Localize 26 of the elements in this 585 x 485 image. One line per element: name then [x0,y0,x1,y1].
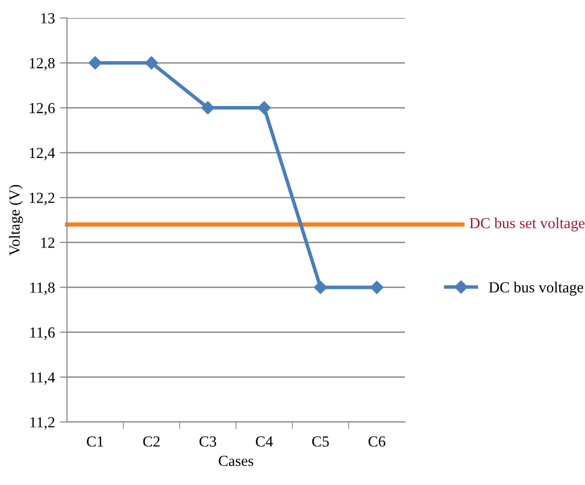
point [258,101,271,114]
y-tick-label: 12,8 [30,58,55,71]
x-tick-label: C3 [200,436,216,447]
y-tick-label: 11,8 [30,282,55,295]
point [88,56,102,70]
y-axis-title: Voltage (V) [9,184,23,256]
point [201,101,214,114]
legend-label: DC bus voltage [489,282,584,296]
y-tick-label: 13 [41,13,55,24]
x-tick-label: C4 [256,436,273,447]
y-tick-label: 11,4 [30,372,55,385]
ref-line-label: DC bus set voltage [470,218,585,232]
point [314,280,328,294]
y-tick-label: 12,6 [30,102,55,116]
y-tick-label: 11,6 [30,327,55,340]
x-tick-label: C1 [86,436,104,447]
point [144,56,158,70]
y-tick-label: 12,2 [30,192,54,206]
y-tick-label: 12 [41,238,54,248]
x-tick-label: C5 [312,436,329,447]
point [370,280,384,294]
y-tick-label: 12,4 [30,148,55,160]
y-tick-label: 11,2 [30,417,54,430]
x-axis-title: Cases [218,456,254,466]
x-tick-label: C6 [368,436,386,447]
x-tick-label: C2 [143,436,160,447]
